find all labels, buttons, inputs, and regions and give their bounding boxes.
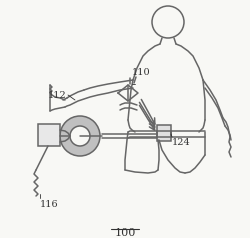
- Bar: [157, 125, 171, 141]
- Text: 100: 100: [114, 228, 136, 238]
- Text: 110: 110: [132, 68, 150, 77]
- Bar: [38, 124, 60, 146]
- Text: 112: 112: [48, 90, 67, 99]
- Circle shape: [60, 116, 100, 156]
- Text: 124: 124: [172, 138, 191, 147]
- Text: 116: 116: [40, 200, 58, 209]
- Circle shape: [70, 126, 90, 146]
